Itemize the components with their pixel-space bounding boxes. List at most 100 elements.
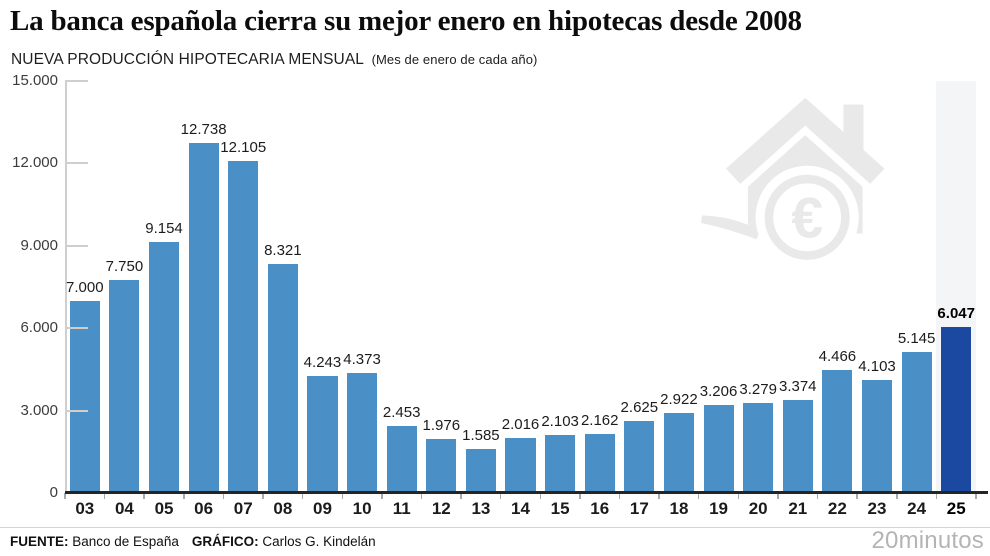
x-tick-label: 05 <box>154 499 174 518</box>
bar-value-label: 4.466 <box>818 348 857 366</box>
x-boundary-tick <box>777 493 779 499</box>
bar: 4.373 <box>343 351 381 493</box>
bar: 2.625 <box>621 399 658 493</box>
x-boundary-tick <box>579 493 581 499</box>
bar-value-label: 3.279 <box>739 380 777 398</box>
bar-slot: 9.154 <box>144 81 184 493</box>
bar: 2.162 <box>581 412 618 493</box>
y-gridtick <box>65 244 88 247</box>
y-gridtick <box>65 80 88 82</box>
bar-value-label: 12.105 <box>220 138 267 156</box>
x-tick-label: 10 <box>352 499 372 518</box>
y-tick-label: 15.000 <box>12 72 58 89</box>
brand-logo: 20minutos <box>871 527 984 554</box>
credit-text: Carlos G. Kindelán <box>258 534 376 549</box>
x-axis-line <box>65 491 988 494</box>
bar-value-label: 9.154 <box>145 219 183 237</box>
bar: 2.453 <box>383 404 420 493</box>
footer-credits: FUENTE: Banco de España GRÁFICO: Carlos G… <box>10 534 376 549</box>
x-tick-label: 12 <box>431 499 451 518</box>
y-tick-label: 3.000 <box>20 401 58 419</box>
x-axis-ticks <box>64 493 977 501</box>
y-gridtick <box>65 162 88 165</box>
source-text: Banco de España <box>68 534 179 549</box>
y-axis-labels: 0 3.000 6.000 9.000 12.000 15.000 <box>0 72 58 501</box>
bar-value-label: 8.321 <box>264 242 302 260</box>
x-tick-label: 19 <box>709 499 729 518</box>
bar: 1.976 <box>423 417 460 493</box>
bar: 3.279 <box>739 381 777 493</box>
bar-slot: 4.373 <box>342 81 382 493</box>
x-boundary-tick <box>816 493 819 499</box>
bar-slot: 5.145 <box>897 81 937 493</box>
x-boundary-tick <box>381 493 383 499</box>
x-tick-label: 25 <box>946 499 966 518</box>
x-boundary-tick <box>460 493 462 499</box>
bar: 8.321 <box>264 242 302 493</box>
x-boundary-tick <box>539 493 542 499</box>
bar: 7.750 <box>106 258 143 493</box>
bar-value-label: 2.625 <box>620 398 659 416</box>
bar: 2.922 <box>660 391 698 493</box>
x-tick-label: 03 <box>75 499 95 518</box>
bar-value-label: 3.374 <box>778 378 817 396</box>
bar: 4.466 <box>819 348 856 493</box>
house-euro-icon: € <box>701 97 885 267</box>
x-tick-label: 17 <box>629 499 649 518</box>
x-tick-label: 13 <box>471 499 491 518</box>
x-tick-label: 22 <box>827 499 847 518</box>
y-tick-label: 6.000 <box>20 319 58 337</box>
bar-value-label: 3.206 <box>699 382 738 400</box>
bar: 4.103 <box>858 358 896 493</box>
chart-subtitle-main: NUEVA PRODUCCIÓN HIPOTECARIA MENSUAL <box>11 51 364 68</box>
bar: 6.047 <box>937 305 975 493</box>
y-tick-label: 12.000 <box>12 154 58 172</box>
bar-value-label: 2.016 <box>501 415 540 433</box>
bar: 2.103 <box>541 413 579 493</box>
credit-label: GRÁFICO: <box>191 534 259 549</box>
y-gridtick <box>65 327 88 330</box>
bar-slot: 12.105 <box>220 81 267 493</box>
x-tick-label: 08 <box>273 499 293 518</box>
bar: 12.738 <box>181 121 227 493</box>
svg-text:€: € <box>791 186 823 250</box>
x-tick-label: 09 <box>313 499 332 518</box>
x-tick-label: 11 <box>392 499 411 518</box>
x-boundary-tick <box>183 493 185 499</box>
page-title: La banca española cierra su mejor enero … <box>10 5 802 37</box>
x-boundary-tick <box>697 493 700 499</box>
bar-value-label: 2.453 <box>382 403 421 421</box>
source-label: FUENTE: <box>10 534 69 549</box>
x-boundary-tick <box>103 493 106 499</box>
bar-value-label: 6.047 <box>937 304 975 322</box>
bar-slot: 1.585 <box>461 81 501 493</box>
x-tick-label: 16 <box>590 499 610 518</box>
x-tick-label: 15 <box>550 499 570 518</box>
bars-container: 7.000 7.750 9.154 12.738 12.105 8.321 4.243 4.3… <box>65 81 977 493</box>
bar-slot: 2.103 <box>540 81 580 493</box>
bar-value-label: 4.373 <box>343 350 381 368</box>
bar: 2.016 <box>502 416 539 493</box>
bar-slot: 2.162 <box>580 81 620 493</box>
bar-slot: 3.374 <box>778 81 818 493</box>
x-tick-label: 24 <box>907 499 927 518</box>
bar-slot: 4.103 <box>857 81 897 493</box>
x-boundary-tick <box>499 493 502 499</box>
x-tick-label: 23 <box>867 499 887 518</box>
chart-subtitle: NUEVA PRODUCCIÓN HIPOTECARIA MENSUAL (Me… <box>11 51 538 69</box>
bar: 1.585 <box>462 427 500 493</box>
x-boundary-tick <box>896 493 898 499</box>
x-tick-label: 21 <box>788 499 808 518</box>
x-axis-labels: 03 04 05 06 07 08 09 10 11 12 13 14 15 16 17 18 19 20 21 22… <box>65 499 976 519</box>
x-boundary-tick <box>64 493 66 499</box>
x-boundary-tick <box>618 493 621 499</box>
x-boundary-tick <box>143 493 145 499</box>
x-boundary-tick <box>420 493 423 499</box>
footer-divider <box>0 527 990 528</box>
bar-slot: 4.466 <box>818 81 858 493</box>
bar-value-label: 7.000 <box>66 278 104 296</box>
bar-slot: 7.000 <box>65 81 105 493</box>
bar-slot: 3.279 <box>738 81 778 493</box>
bar: 3.206 <box>700 383 737 493</box>
x-boundary-tick <box>975 493 977 499</box>
